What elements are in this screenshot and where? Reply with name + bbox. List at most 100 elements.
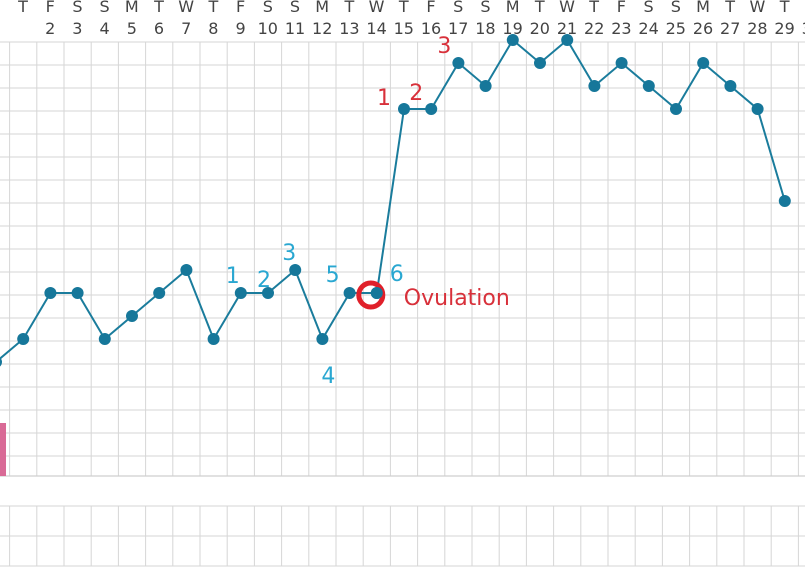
day-letter: S — [100, 0, 110, 16]
annotation-pre-ovulation: 4 — [321, 364, 335, 389]
temperature-series — [0, 34, 791, 367]
day-letter: W — [178, 0, 194, 16]
chart-grid — [0, 41, 805, 567]
data-point — [452, 57, 465, 69]
day-letter: T — [588, 0, 599, 16]
day-number: 7 — [181, 19, 191, 38]
day-letter: W — [559, 0, 575, 16]
ovulation-label: Ovulation — [404, 286, 510, 311]
day-letter: M — [125, 0, 139, 16]
data-point — [262, 287, 274, 299]
data-point — [17, 333, 30, 345]
day-number: 12 — [312, 19, 332, 38]
day-number: 18 — [475, 19, 495, 38]
data-point — [289, 264, 302, 276]
day-letter: M — [696, 0, 710, 16]
day-number: 10 — [258, 19, 278, 38]
day-number: 24 — [638, 19, 658, 38]
annotation-pre-ovulation: 2 — [257, 268, 271, 293]
data-point — [670, 103, 682, 115]
data-point — [71, 287, 84, 299]
data-point — [561, 34, 574, 46]
data-point — [0, 357, 2, 367]
data-point — [398, 103, 410, 115]
day-letter: S — [644, 0, 654, 16]
annotation-pre-ovulation: 1 — [226, 264, 240, 289]
day-letter: S — [263, 0, 273, 16]
annotation-post-ovulation: 1 — [377, 86, 391, 111]
day-number: 26 — [693, 19, 713, 38]
day-letter: S — [453, 0, 463, 16]
day-letter: T — [153, 0, 164, 16]
data-point — [234, 287, 247, 299]
data-point — [153, 287, 166, 299]
day-number: 17 — [448, 19, 468, 38]
annotation-pre-ovulation: 5 — [326, 263, 340, 288]
data-point — [506, 34, 519, 46]
day-number: 21 — [557, 19, 577, 38]
day-number: 8 — [208, 19, 218, 38]
data-point — [479, 80, 492, 92]
day-number: 28 — [747, 19, 767, 38]
day-letter: M — [315, 0, 329, 16]
day-number: 14 — [366, 19, 386, 38]
data-point — [751, 103, 764, 115]
data-point — [642, 80, 655, 92]
annotation-post-ovulation: 3 — [437, 34, 451, 59]
day-letter: M — [506, 0, 520, 16]
data-point — [207, 333, 220, 345]
day-letter: T — [779, 0, 790, 16]
day-number: 9 — [236, 19, 246, 38]
day-number: 5 — [127, 19, 137, 38]
data-point — [316, 333, 329, 345]
day-header: TFSSMTWTFSSMTWTFSSMTWTFSSMTWTF2345678910… — [17, 0, 805, 38]
data-point — [425, 103, 438, 115]
data-point — [778, 195, 791, 207]
day-letter: T — [344, 0, 355, 16]
data-point — [126, 310, 138, 322]
day-number: 11 — [285, 19, 305, 38]
day-number: 4 — [100, 19, 110, 38]
day-number: 25 — [666, 19, 686, 38]
day-letter: T — [17, 0, 28, 16]
day-number: 20 — [530, 19, 550, 38]
annotation-pre-ovulation: 6 — [390, 262, 404, 287]
data-point — [180, 264, 193, 276]
annotation-pre-ovulation: 3 — [282, 241, 296, 266]
data-point — [697, 57, 710, 69]
day-number: 16 — [421, 19, 441, 38]
day-number: 15 — [394, 19, 414, 38]
day-number: 27 — [720, 19, 740, 38]
day-number: 29 — [774, 19, 794, 38]
data-point — [588, 80, 601, 92]
day-letter: T — [208, 0, 219, 16]
day-letter: F — [617, 0, 626, 16]
day-letter: W — [369, 0, 385, 16]
data-point — [44, 287, 57, 299]
day-letter: W — [749, 0, 765, 16]
day-letter: S — [72, 0, 82, 16]
data-point — [98, 333, 111, 345]
day-letter: T — [398, 0, 409, 16]
data-point — [724, 80, 737, 92]
day-letter: T — [724, 0, 735, 16]
day-letter: S — [480, 0, 490, 16]
day-number: 30 — [802, 19, 805, 38]
ovulation-point — [370, 287, 383, 299]
day-letter: S — [671, 0, 681, 16]
day-number: 3 — [72, 19, 82, 38]
day-number: 2 — [45, 19, 55, 38]
data-point — [343, 287, 356, 299]
day-letter: F — [236, 0, 245, 16]
day-number: 13 — [339, 19, 359, 38]
day-letter: F — [46, 0, 55, 16]
day-letter: S — [290, 0, 300, 16]
day-number: 19 — [502, 19, 522, 38]
day-number: 6 — [154, 19, 164, 38]
ovulation-ring — [356, 280, 386, 310]
day-letter: T — [534, 0, 545, 16]
period-marker — [0, 423, 6, 476]
day-letter: F — [426, 0, 435, 16]
